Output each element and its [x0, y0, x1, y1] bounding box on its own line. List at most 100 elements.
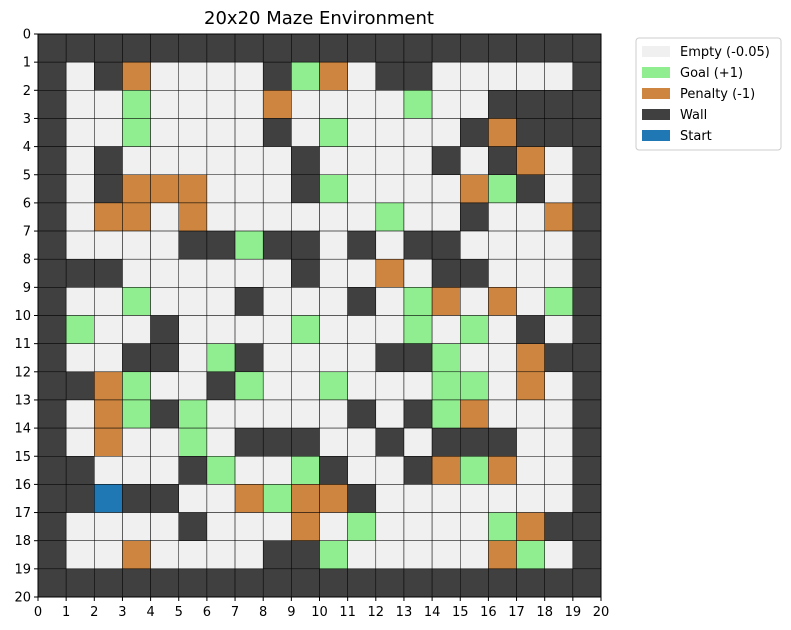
maze-cell-wall [431, 33, 461, 63]
maze-cell-wall [572, 202, 602, 232]
maze-cells [37, 33, 602, 598]
maze-cell-penalty [178, 202, 208, 232]
maze-cell-empty [122, 315, 151, 344]
maze-cell-empty [488, 258, 517, 288]
maze-cell-empty [319, 287, 348, 316]
maze-cell-empty [150, 456, 180, 485]
maze-cell-empty [65, 427, 95, 457]
maze-cell-wall [94, 146, 123, 176]
maze-cell-wall [178, 230, 208, 260]
maze-cell-empty [544, 258, 574, 288]
maze-cell-goal [319, 540, 348, 570]
maze-cell-empty [544, 174, 574, 204]
maze-cell-wall [572, 61, 602, 91]
y-tick-label: 17 [14, 506, 31, 521]
y-tick-label: 20 [14, 591, 31, 606]
maze-cell-wall [572, 33, 602, 63]
y-tick-label: 9 [23, 281, 31, 296]
maze-cell-empty [65, 146, 95, 176]
y-tick-label: 12 [14, 365, 31, 380]
maze-cell-penalty [431, 287, 461, 316]
maze-cell-wall [488, 146, 517, 176]
x-tick-label: 5 [175, 605, 183, 620]
maze-cell-wall [234, 343, 264, 373]
y-tick-label: 15 [14, 450, 31, 465]
x-tick-label: 13 [396, 605, 413, 620]
maze-cell-empty [262, 399, 292, 429]
maze-cell-empty [516, 456, 545, 485]
maze-cell-wall [403, 568, 433, 598]
maze-cell-goal [403, 287, 433, 316]
maze-cell-empty [347, 456, 377, 485]
maze-cell-penalty [178, 174, 208, 204]
maze-cell-wall [150, 484, 180, 513]
maze-cell-wall [488, 90, 517, 119]
maze-cell-empty [431, 90, 461, 119]
maze-cell-wall [572, 315, 602, 344]
maze-cell-goal [122, 287, 151, 316]
maze-cell-empty [488, 202, 517, 232]
maze-cell-wall [516, 315, 545, 344]
maze-cell-wall [37, 258, 67, 288]
maze-cell-wall [319, 33, 348, 63]
maze-cell-empty [431, 61, 461, 91]
maze-cell-empty [178, 90, 208, 119]
maze-cell-empty [319, 399, 348, 429]
x-tick-label: 9 [287, 605, 295, 620]
x-tick-label: 17 [508, 605, 525, 620]
maze-cell-empty [544, 315, 574, 344]
maze-cell-empty [375, 287, 405, 316]
maze-cell-empty [178, 287, 208, 316]
maze-cell-wall [375, 343, 405, 373]
maze-cell-empty [178, 540, 208, 570]
maze-cell-empty [460, 61, 489, 91]
maze-cell-wall [291, 258, 320, 288]
maze-cell-wall [122, 343, 151, 373]
y-tick-label: 14 [14, 422, 31, 437]
maze-cell-start [94, 484, 123, 513]
maze-cell-empty [347, 202, 377, 232]
maze-cell-wall [572, 456, 602, 485]
maze-cell-wall [488, 568, 517, 598]
maze-cell-empty [544, 146, 574, 176]
y-tick-label: 19 [14, 562, 31, 577]
maze-cell-penalty [488, 118, 517, 147]
maze-cell-empty [206, 287, 236, 316]
maze-cell-wall [262, 33, 292, 63]
maze-cell-wall [403, 230, 433, 260]
legend-swatch-empty [642, 46, 670, 57]
maze-cell-empty [544, 484, 574, 513]
maze-cell-wall [37, 230, 67, 260]
maze-cell-empty [206, 174, 236, 204]
maze-cell-empty [516, 484, 545, 513]
maze-cell-empty [206, 146, 236, 176]
maze-cell-wall [516, 118, 545, 147]
maze-cell-wall [37, 174, 67, 204]
maze-cell-empty [460, 540, 489, 570]
maze-cell-empty [262, 146, 292, 176]
maze-cell-empty [234, 315, 264, 344]
maze-cell-empty [178, 484, 208, 513]
maze-cell-wall [262, 61, 292, 91]
maze-cell-empty [347, 258, 377, 288]
maze-cell-wall [37, 61, 67, 91]
x-axis: 0 1 2 3 4 5 6 7 8 9 10 11 12 13 14 15 16 17 18 19 20 [34, 597, 609, 620]
maze-cell-wall [572, 540, 602, 570]
maze-cell-empty [65, 287, 95, 316]
maze-cell-wall [403, 343, 433, 373]
maze-cell-wall [572, 427, 602, 457]
maze-cell-penalty [375, 258, 405, 288]
maze-cell-wall [460, 33, 489, 63]
maze-cell-wall [65, 258, 95, 288]
maze-cell-empty [375, 118, 405, 147]
legend-label-goal: Goal (+1) [680, 66, 743, 81]
maze-cell-empty [319, 512, 348, 541]
maze-cell-wall [94, 174, 123, 204]
maze-cell-empty [544, 61, 574, 91]
maze-cell-empty [375, 146, 405, 176]
y-tick-label: 7 [23, 225, 31, 240]
x-tick-label: 1 [62, 605, 70, 620]
maze-cell-goal [488, 174, 517, 204]
maze-cell-wall [488, 427, 517, 457]
